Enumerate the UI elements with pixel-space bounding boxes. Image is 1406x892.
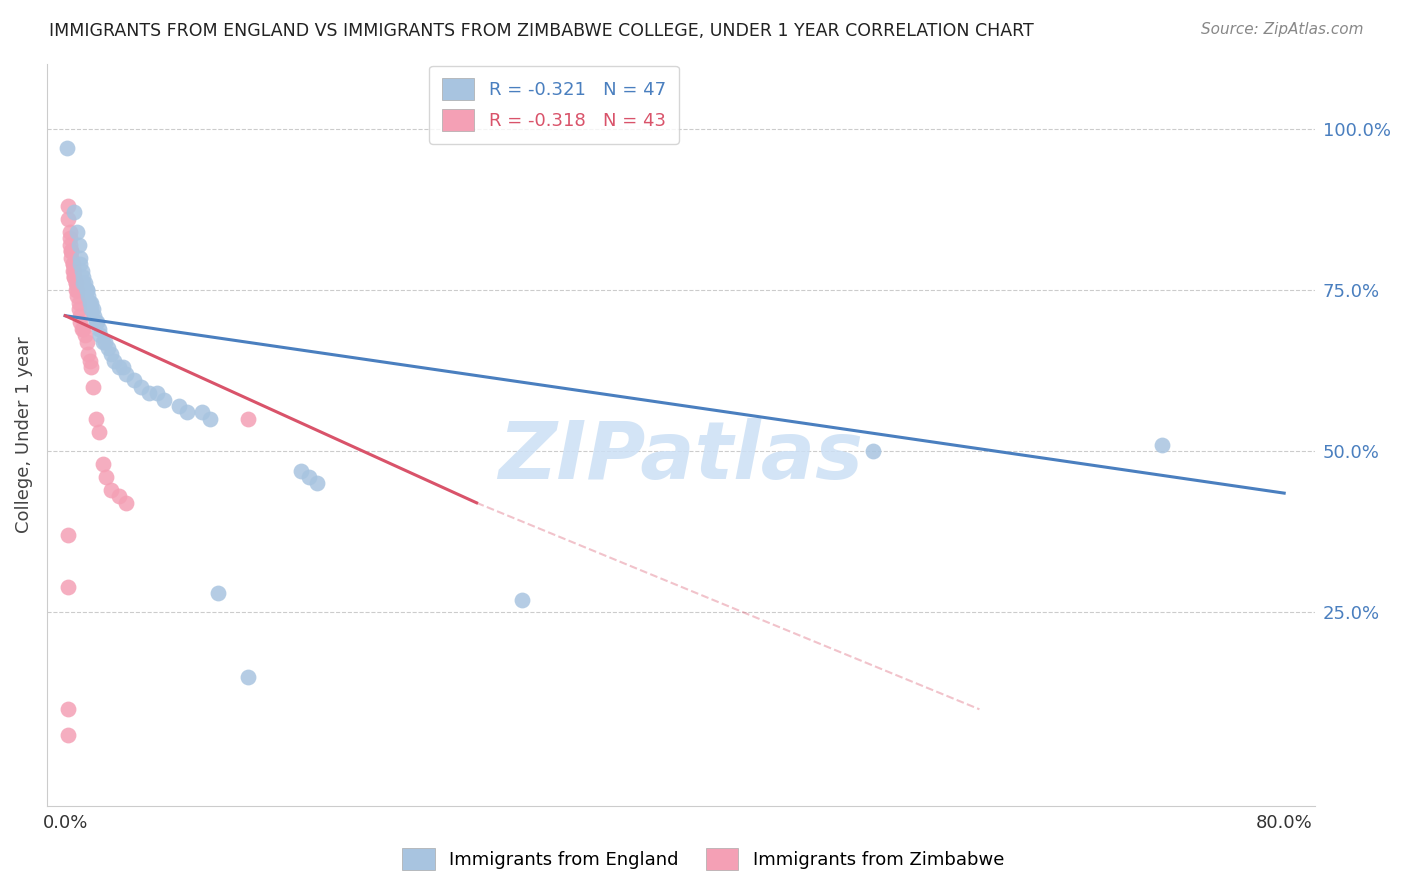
Legend: Immigrants from England, Immigrants from Zimbabwe: Immigrants from England, Immigrants from… bbox=[395, 841, 1011, 878]
Point bbox=[59, 225, 82, 239]
Point bbox=[62, 257, 84, 271]
Point bbox=[145, 386, 167, 401]
Point bbox=[80, 302, 103, 317]
Point bbox=[77, 347, 100, 361]
Point bbox=[77, 289, 100, 303]
Point bbox=[63, 205, 86, 219]
Point bbox=[298, 470, 321, 484]
Point bbox=[112, 360, 135, 375]
Point bbox=[65, 283, 87, 297]
Point bbox=[79, 295, 101, 310]
Point bbox=[115, 496, 138, 510]
Point bbox=[58, 211, 80, 226]
Point bbox=[67, 295, 90, 310]
Point bbox=[58, 702, 80, 716]
Point bbox=[100, 347, 122, 361]
Point bbox=[86, 315, 108, 329]
Point bbox=[67, 302, 90, 317]
Text: IMMIGRANTS FROM ENGLAND VS IMMIGRANTS FROM ZIMBABWE COLLEGE, UNDER 1 YEAR CORREL: IMMIGRANTS FROM ENGLAND VS IMMIGRANTS FR… bbox=[49, 22, 1033, 40]
Point bbox=[103, 354, 125, 368]
Point bbox=[236, 670, 259, 684]
Point bbox=[70, 263, 93, 277]
Point bbox=[87, 425, 110, 439]
Point bbox=[198, 412, 221, 426]
Point bbox=[94, 334, 117, 349]
Point bbox=[80, 295, 103, 310]
Point bbox=[72, 270, 94, 285]
Point bbox=[89, 328, 111, 343]
Point bbox=[305, 476, 328, 491]
Point bbox=[66, 225, 89, 239]
Point bbox=[107, 489, 129, 503]
Point bbox=[62, 257, 84, 271]
Point bbox=[82, 302, 104, 317]
Point bbox=[55, 141, 77, 155]
Point bbox=[169, 399, 191, 413]
Point bbox=[58, 199, 80, 213]
Point bbox=[76, 283, 98, 297]
Point bbox=[60, 251, 83, 265]
Point bbox=[97, 341, 120, 355]
Point bbox=[510, 592, 533, 607]
Point bbox=[69, 251, 91, 265]
Point bbox=[67, 237, 90, 252]
Point bbox=[59, 237, 82, 252]
Point bbox=[153, 392, 176, 407]
Point bbox=[69, 257, 91, 271]
Point bbox=[122, 373, 145, 387]
Point bbox=[72, 321, 94, 335]
Point bbox=[70, 321, 93, 335]
Point bbox=[82, 379, 104, 393]
Point bbox=[66, 283, 89, 297]
Point bbox=[69, 309, 91, 323]
Point bbox=[107, 360, 129, 375]
Point bbox=[138, 386, 160, 401]
Point bbox=[100, 483, 122, 497]
Point bbox=[60, 244, 83, 259]
Legend: R = -0.321   N = 47, R = -0.318   N = 43: R = -0.321 N = 47, R = -0.318 N = 43 bbox=[429, 66, 679, 144]
Point bbox=[84, 412, 107, 426]
Point bbox=[87, 321, 110, 335]
Point bbox=[83, 309, 105, 323]
Point bbox=[63, 270, 86, 285]
Point bbox=[91, 457, 114, 471]
Point bbox=[60, 244, 83, 259]
Point bbox=[96, 470, 118, 484]
Point bbox=[290, 464, 312, 478]
Point bbox=[131, 379, 153, 393]
Point bbox=[73, 277, 96, 291]
Point bbox=[1152, 438, 1174, 452]
Point bbox=[91, 334, 114, 349]
Y-axis label: College, Under 1 year: College, Under 1 year bbox=[15, 336, 32, 533]
Point bbox=[63, 270, 86, 285]
Point bbox=[191, 405, 214, 419]
Point bbox=[59, 231, 82, 245]
Point bbox=[62, 263, 84, 277]
Point bbox=[63, 263, 86, 277]
Point bbox=[80, 360, 103, 375]
Point bbox=[69, 315, 91, 329]
Point bbox=[76, 334, 98, 349]
Point bbox=[72, 277, 94, 291]
Point bbox=[73, 328, 96, 343]
Text: Source: ZipAtlas.com: Source: ZipAtlas.com bbox=[1201, 22, 1364, 37]
Point bbox=[65, 277, 87, 291]
Point bbox=[58, 528, 80, 542]
Point bbox=[84, 315, 107, 329]
Point bbox=[76, 283, 98, 297]
Point bbox=[115, 367, 138, 381]
Point bbox=[79, 354, 101, 368]
Point bbox=[236, 412, 259, 426]
Point bbox=[58, 580, 80, 594]
Point bbox=[207, 586, 229, 600]
Point bbox=[862, 444, 884, 458]
Text: ZIPatlas: ZIPatlas bbox=[498, 418, 863, 496]
Point bbox=[65, 277, 87, 291]
Point bbox=[58, 728, 80, 742]
Point bbox=[176, 405, 198, 419]
Point bbox=[66, 289, 89, 303]
